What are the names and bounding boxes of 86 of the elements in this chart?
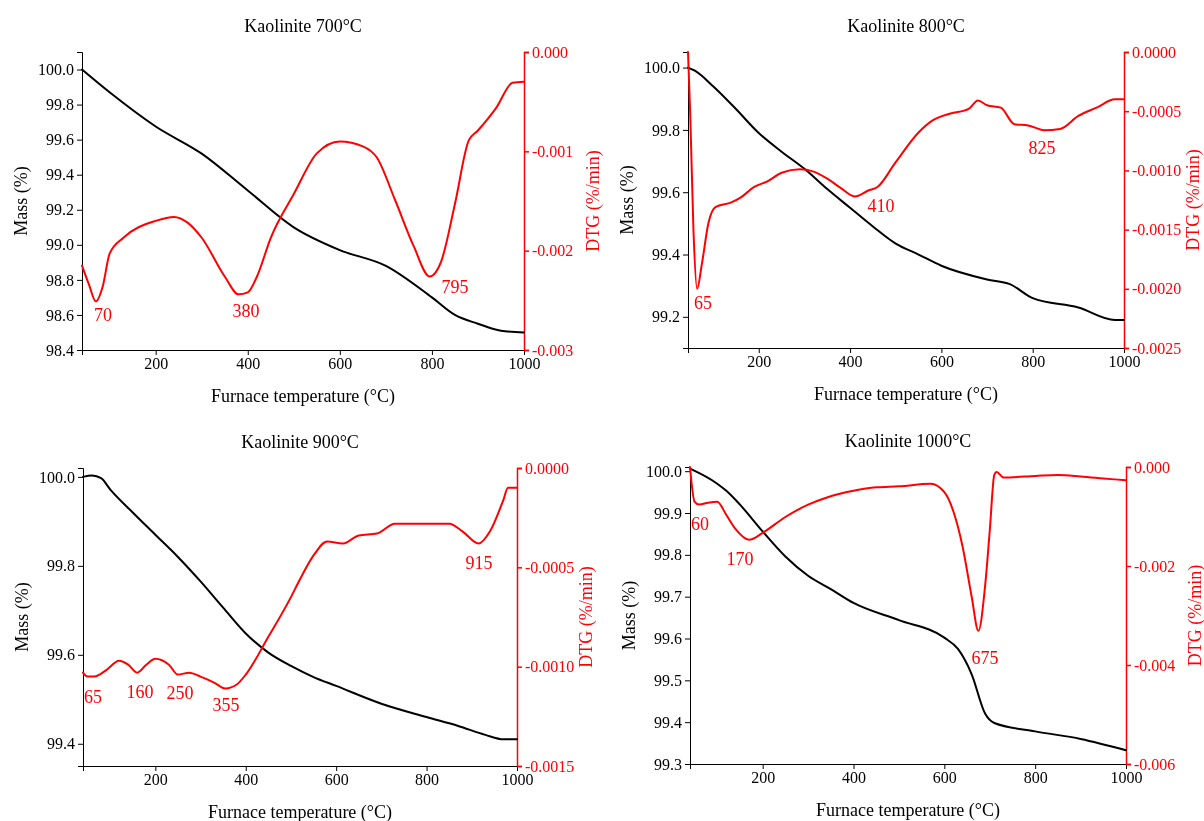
annotation: 60 [691, 514, 709, 535]
y-tick-label: 100.0 [39, 468, 75, 486]
y-tick-label: 99.8 [47, 557, 75, 575]
y-tick-label: 98.8 [46, 271, 74, 289]
y-tick-label: 100.0 [38, 61, 74, 79]
x-axis-title: Furnace temperature (°C) [210, 386, 396, 407]
y2-tick-label: -0.0005 [1132, 102, 1182, 120]
y2-tick-label: 0.0000 [1132, 43, 1176, 61]
x-tick-label: 800 [415, 771, 440, 789]
y-tick-label: 99.6 [47, 646, 75, 664]
y2-axis-title: DTG (%/min) [1185, 564, 1204, 667]
annotation: 65 [84, 687, 102, 708]
x-tick-label: 400 [842, 769, 866, 787]
x-tick-label: 600 [328, 355, 353, 373]
annotation: 250 [166, 683, 194, 704]
y2-tick-label: 0.0000 [525, 459, 569, 477]
annotation: 795 [441, 277, 469, 298]
annotation: 915 [465, 553, 493, 574]
y2-tick-label: -0.0010 [525, 658, 575, 676]
x-tick-label: 200 [144, 355, 169, 373]
y-axis-title: Mass (%) [12, 582, 33, 652]
y-tick-label: 99.4 [47, 735, 75, 753]
annotation: 825 [1028, 138, 1056, 159]
x-axis-title: Furnace temperature (°C) [207, 802, 393, 821]
x-tick-label: 400 [234, 771, 259, 789]
x-tick-label: 800 [420, 355, 445, 373]
y2-tick-label: -0.002 [532, 242, 574, 260]
y-tick-label: 100.0 [644, 59, 680, 77]
y-tick-label: 99.2 [652, 308, 680, 326]
x-tick-label: 400 [236, 355, 261, 373]
y2-axis-title: DTG (%/min) [576, 566, 597, 668]
y-axis-title: Mass (%) [617, 165, 638, 235]
x-tick-label: 200 [751, 769, 776, 787]
y2-axis-title: DTG (%/min) [583, 150, 604, 252]
x-tick-label: 800 [1021, 353, 1046, 371]
y-tick-label: 99.8 [46, 96, 74, 114]
y2-tick-label: -0.0020 [1132, 280, 1182, 298]
x-tick-label: 200 [143, 771, 168, 789]
x-tick-label: 600 [929, 353, 954, 371]
x-tick-label: 600 [932, 769, 957, 787]
annotation: 355 [212, 695, 240, 716]
annotation: 380 [232, 301, 260, 322]
y-tick-label: 99.8 [654, 546, 682, 564]
y2-axis-title: DTG (%/min) [1183, 149, 1204, 251]
x-tick-label: 400 [838, 353, 863, 371]
y2-tick-label: -0.002 [1134, 557, 1176, 575]
y-tick-label: 98.4 [46, 341, 74, 359]
y2-tick-label: -0.0015 [1132, 221, 1182, 239]
y2-tick-label: 0.000 [532, 43, 568, 61]
y2-tick-label: -0.004 [1134, 656, 1176, 674]
x-tick-label: 600 [324, 771, 349, 789]
y-tick-label: 98.6 [46, 306, 74, 324]
y-tick-label: 99.4 [46, 166, 74, 184]
annotation: 65 [694, 293, 712, 314]
y-tick-label: 99.6 [652, 183, 680, 201]
y-axis-title: Mass (%) [11, 166, 32, 236]
y2-tick-label: -0.0005 [525, 558, 575, 576]
y-tick-label: 99.7 [654, 588, 682, 606]
chart-title: Kaolinite 800°C [847, 16, 965, 36]
y-tick-label: 99.5 [654, 671, 682, 689]
y-tick-label: 99.8 [652, 121, 680, 139]
y-tick-label: 99.2 [46, 201, 74, 219]
y-tick-label: 99.4 [652, 246, 680, 264]
chart-title: Kaolinite 1000°C [844, 431, 972, 451]
chart-title: Kaolinite 900°C [241, 432, 359, 452]
y2-tick-label: -0.0010 [1132, 162, 1182, 180]
x-tick-label: 800 [1023, 769, 1048, 787]
y-tick-label: 99.6 [654, 630, 682, 648]
chart-title: Kaolinite 700°C [244, 16, 362, 36]
annotation: 70 [94, 305, 112, 326]
x-axis-title: Furnace temperature (°C) [815, 800, 1001, 821]
annotation: 160 [126, 682, 154, 703]
y2-tick-label: -0.001 [532, 142, 574, 160]
annotation: 410 [867, 196, 895, 217]
y-tick-label: 99.3 [654, 755, 682, 773]
y-tick-label: 99.4 [654, 713, 682, 731]
y-tick-label: 99.0 [46, 236, 74, 254]
annotation: 675 [971, 648, 999, 669]
annotation: 170 [726, 549, 754, 570]
x-tick-label: 200 [747, 353, 772, 371]
y-tick-label: 99.9 [654, 504, 682, 522]
x-axis-title: Furnace temperature (°C) [813, 384, 999, 405]
y-tick-label: 99.6 [46, 131, 74, 149]
y-axis-title: Mass (%) [619, 580, 640, 651]
y-tick-label: 100.0 [646, 462, 682, 480]
y2-tick-label: 0.000 [1134, 458, 1170, 476]
